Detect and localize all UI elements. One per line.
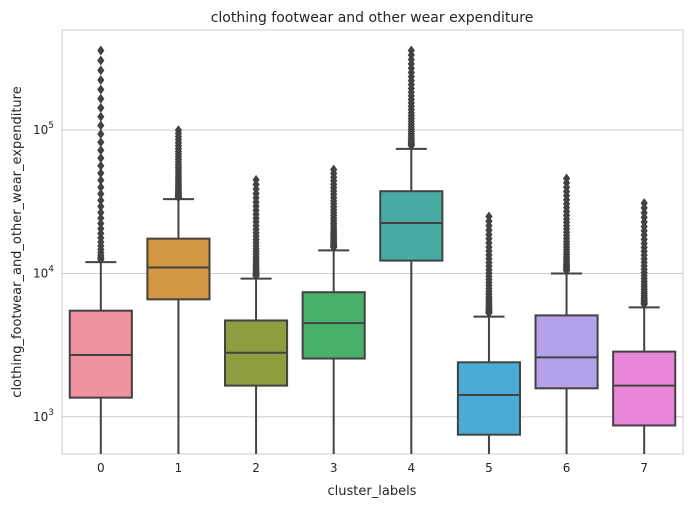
outlier-point <box>97 201 105 212</box>
iqr-box <box>612 350 677 427</box>
outlier-point <box>330 164 338 175</box>
box-cluster-1 <box>146 125 211 454</box>
outlier-point <box>97 75 105 86</box>
y-axis-label: clothing_footwear_and_other_wear_expendi… <box>10 86 25 397</box>
outlier-point <box>97 160 105 171</box>
outlier-point <box>97 168 105 179</box>
outlier-point <box>97 175 105 186</box>
outlier-point <box>97 182 105 193</box>
x-axis-label: cluster_labels <box>328 484 417 499</box>
box-layer <box>68 45 677 454</box>
x-tick-label: 7 <box>640 461 648 475</box>
outlier-point <box>97 188 105 199</box>
outlier-point <box>485 211 493 222</box>
outlier-point <box>97 120 105 131</box>
outlier-point <box>97 145 105 156</box>
outlier-point <box>97 218 105 229</box>
outlier-point <box>562 173 571 184</box>
box-cluster-5 <box>456 211 521 454</box>
outlier-point <box>97 213 105 224</box>
y-tick-base: 10 <box>33 410 48 424</box>
chart-title: clothing footwear and other wear expendi… <box>211 10 534 26</box>
outlier-point <box>97 128 105 139</box>
box-cluster-7 <box>612 198 677 454</box>
y-tick-exponent: 5 <box>48 121 54 131</box>
box-cluster-0 <box>68 45 133 454</box>
outlier-point <box>97 137 105 148</box>
x-tick-label: 0 <box>97 461 105 475</box>
box-cluster-3 <box>301 164 366 454</box>
outlier-point <box>97 65 105 76</box>
y-tick-label: 103 <box>33 408 54 424</box>
outlier-point <box>407 45 415 56</box>
iqr-box <box>379 190 444 262</box>
iqr-box <box>146 237 211 301</box>
outlier-point <box>97 93 105 104</box>
x-tick-label: 2 <box>252 461 260 475</box>
iqr-box <box>534 314 599 390</box>
y-tick-exponent: 3 <box>48 408 54 418</box>
x-tick-label: 5 <box>485 461 493 475</box>
x-tick-label: 3 <box>330 461 338 475</box>
outlier-point <box>640 198 648 209</box>
outlier-point <box>97 207 105 218</box>
iqr-box <box>456 361 521 436</box>
x-tick-label: 4 <box>407 461 415 475</box>
y-tick-base: 10 <box>33 123 48 137</box>
outlier-point <box>97 84 105 95</box>
box-cluster-4 <box>379 45 444 454</box>
outlier-point <box>97 223 105 234</box>
y-tick-exponent: 4 <box>48 264 54 274</box>
outlier-point <box>97 153 105 164</box>
outlier-point <box>97 55 105 66</box>
outlier-point <box>252 174 260 185</box>
x-tick-label: 6 <box>563 461 571 475</box>
outlier-point <box>97 195 105 206</box>
iqr-box <box>301 291 366 360</box>
outlier-point <box>97 111 105 122</box>
y-tick-label: 104 <box>33 264 54 280</box>
outlier-point <box>97 102 105 113</box>
box-cluster-6 <box>534 173 599 454</box>
y-tick-label: 105 <box>33 121 54 137</box>
outlier-point <box>97 45 105 56</box>
outlier-point <box>174 125 183 136</box>
y-tick-base: 10 <box>33 266 48 280</box>
x-tick-label: 1 <box>175 461 183 475</box>
box-cluster-2 <box>224 174 289 454</box>
